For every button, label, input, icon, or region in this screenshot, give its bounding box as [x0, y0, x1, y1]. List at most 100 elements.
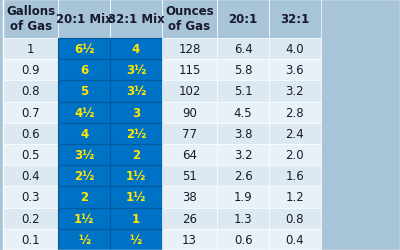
- FancyBboxPatch shape: [110, 60, 162, 81]
- FancyBboxPatch shape: [3, 208, 58, 229]
- Text: 1.2: 1.2: [285, 191, 304, 204]
- FancyBboxPatch shape: [217, 123, 269, 144]
- FancyBboxPatch shape: [58, 102, 110, 123]
- FancyBboxPatch shape: [58, 166, 110, 186]
- Text: 4.5: 4.5: [234, 106, 252, 119]
- Text: 0.2: 0.2: [21, 212, 40, 225]
- FancyBboxPatch shape: [58, 0, 110, 39]
- Text: 90: 90: [182, 106, 197, 119]
- Text: 32:1 Mix: 32:1 Mix: [108, 13, 164, 26]
- Text: 1: 1: [27, 43, 34, 56]
- FancyBboxPatch shape: [217, 208, 269, 229]
- FancyBboxPatch shape: [162, 81, 217, 102]
- Text: 115: 115: [178, 64, 201, 77]
- Text: 6: 6: [80, 64, 88, 77]
- Text: ½: ½: [78, 233, 90, 246]
- Text: 2: 2: [132, 148, 140, 162]
- FancyBboxPatch shape: [269, 186, 320, 208]
- FancyBboxPatch shape: [162, 39, 217, 60]
- FancyBboxPatch shape: [110, 166, 162, 186]
- Text: 1.9: 1.9: [234, 191, 252, 204]
- FancyBboxPatch shape: [58, 186, 110, 208]
- FancyBboxPatch shape: [58, 229, 110, 250]
- Text: 1½: 1½: [126, 170, 146, 182]
- FancyBboxPatch shape: [217, 166, 269, 186]
- FancyBboxPatch shape: [269, 39, 320, 60]
- FancyBboxPatch shape: [269, 102, 320, 123]
- Text: 32:1: 32:1: [280, 13, 309, 26]
- Text: Gallons
of Gas: Gallons of Gas: [6, 6, 55, 33]
- Text: 102: 102: [178, 85, 201, 98]
- Text: 4½: 4½: [74, 106, 94, 119]
- Text: 6½: 6½: [74, 43, 94, 56]
- Text: 0.7: 0.7: [21, 106, 40, 119]
- FancyBboxPatch shape: [269, 208, 320, 229]
- Text: Ounces
of Gas: Ounces of Gas: [165, 6, 214, 33]
- Text: 1.3: 1.3: [234, 212, 252, 225]
- Text: 5.8: 5.8: [234, 64, 252, 77]
- Text: 3.6: 3.6: [286, 64, 304, 77]
- Text: 1: 1: [132, 212, 140, 225]
- Text: 0.4: 0.4: [286, 233, 304, 246]
- Text: 0.5: 0.5: [22, 148, 40, 162]
- FancyBboxPatch shape: [217, 81, 269, 102]
- Text: 64: 64: [182, 148, 197, 162]
- Text: 1½: 1½: [126, 191, 146, 204]
- Text: 0.9: 0.9: [21, 64, 40, 77]
- Text: 38: 38: [182, 191, 197, 204]
- FancyBboxPatch shape: [217, 39, 269, 60]
- FancyBboxPatch shape: [110, 81, 162, 102]
- Text: 2½: 2½: [74, 170, 94, 182]
- FancyBboxPatch shape: [269, 166, 320, 186]
- FancyBboxPatch shape: [110, 208, 162, 229]
- FancyBboxPatch shape: [3, 144, 58, 166]
- Text: 51: 51: [182, 170, 197, 182]
- FancyBboxPatch shape: [162, 208, 217, 229]
- Text: 6.4: 6.4: [234, 43, 252, 56]
- Text: 20:1 Mix: 20:1 Mix: [56, 13, 113, 26]
- FancyBboxPatch shape: [3, 0, 58, 39]
- FancyBboxPatch shape: [110, 123, 162, 144]
- FancyBboxPatch shape: [110, 0, 162, 39]
- FancyBboxPatch shape: [110, 144, 162, 166]
- FancyBboxPatch shape: [269, 144, 320, 166]
- FancyBboxPatch shape: [162, 60, 217, 81]
- Text: 3½: 3½: [126, 64, 146, 77]
- FancyBboxPatch shape: [217, 229, 269, 250]
- Text: 2½: 2½: [126, 127, 146, 140]
- Text: 4.0: 4.0: [286, 43, 304, 56]
- Text: 3.2: 3.2: [234, 148, 252, 162]
- Text: 26: 26: [182, 212, 197, 225]
- FancyBboxPatch shape: [162, 166, 217, 186]
- FancyBboxPatch shape: [162, 0, 217, 39]
- FancyBboxPatch shape: [269, 229, 320, 250]
- Text: 3.2: 3.2: [286, 85, 304, 98]
- Text: 0.1: 0.1: [21, 233, 40, 246]
- Text: 13: 13: [182, 233, 197, 246]
- Text: 3.8: 3.8: [234, 127, 252, 140]
- FancyBboxPatch shape: [217, 102, 269, 123]
- FancyBboxPatch shape: [110, 186, 162, 208]
- Text: 77: 77: [182, 127, 197, 140]
- FancyBboxPatch shape: [3, 39, 58, 60]
- FancyBboxPatch shape: [58, 39, 110, 60]
- FancyBboxPatch shape: [269, 0, 320, 39]
- FancyBboxPatch shape: [162, 144, 217, 166]
- Text: 4: 4: [80, 127, 88, 140]
- Text: 2.6: 2.6: [234, 170, 252, 182]
- FancyBboxPatch shape: [3, 229, 58, 250]
- FancyBboxPatch shape: [162, 102, 217, 123]
- Text: 4: 4: [132, 43, 140, 56]
- Text: 0.6: 0.6: [234, 233, 252, 246]
- Text: 5.1: 5.1: [234, 85, 252, 98]
- Text: 2: 2: [80, 191, 88, 204]
- Text: 3½: 3½: [74, 148, 94, 162]
- FancyBboxPatch shape: [58, 81, 110, 102]
- FancyBboxPatch shape: [217, 144, 269, 166]
- Text: 0.3: 0.3: [22, 191, 40, 204]
- Text: 128: 128: [178, 43, 201, 56]
- FancyBboxPatch shape: [58, 123, 110, 144]
- Text: 0.4: 0.4: [21, 170, 40, 182]
- Text: 0.8: 0.8: [286, 212, 304, 225]
- FancyBboxPatch shape: [110, 102, 162, 123]
